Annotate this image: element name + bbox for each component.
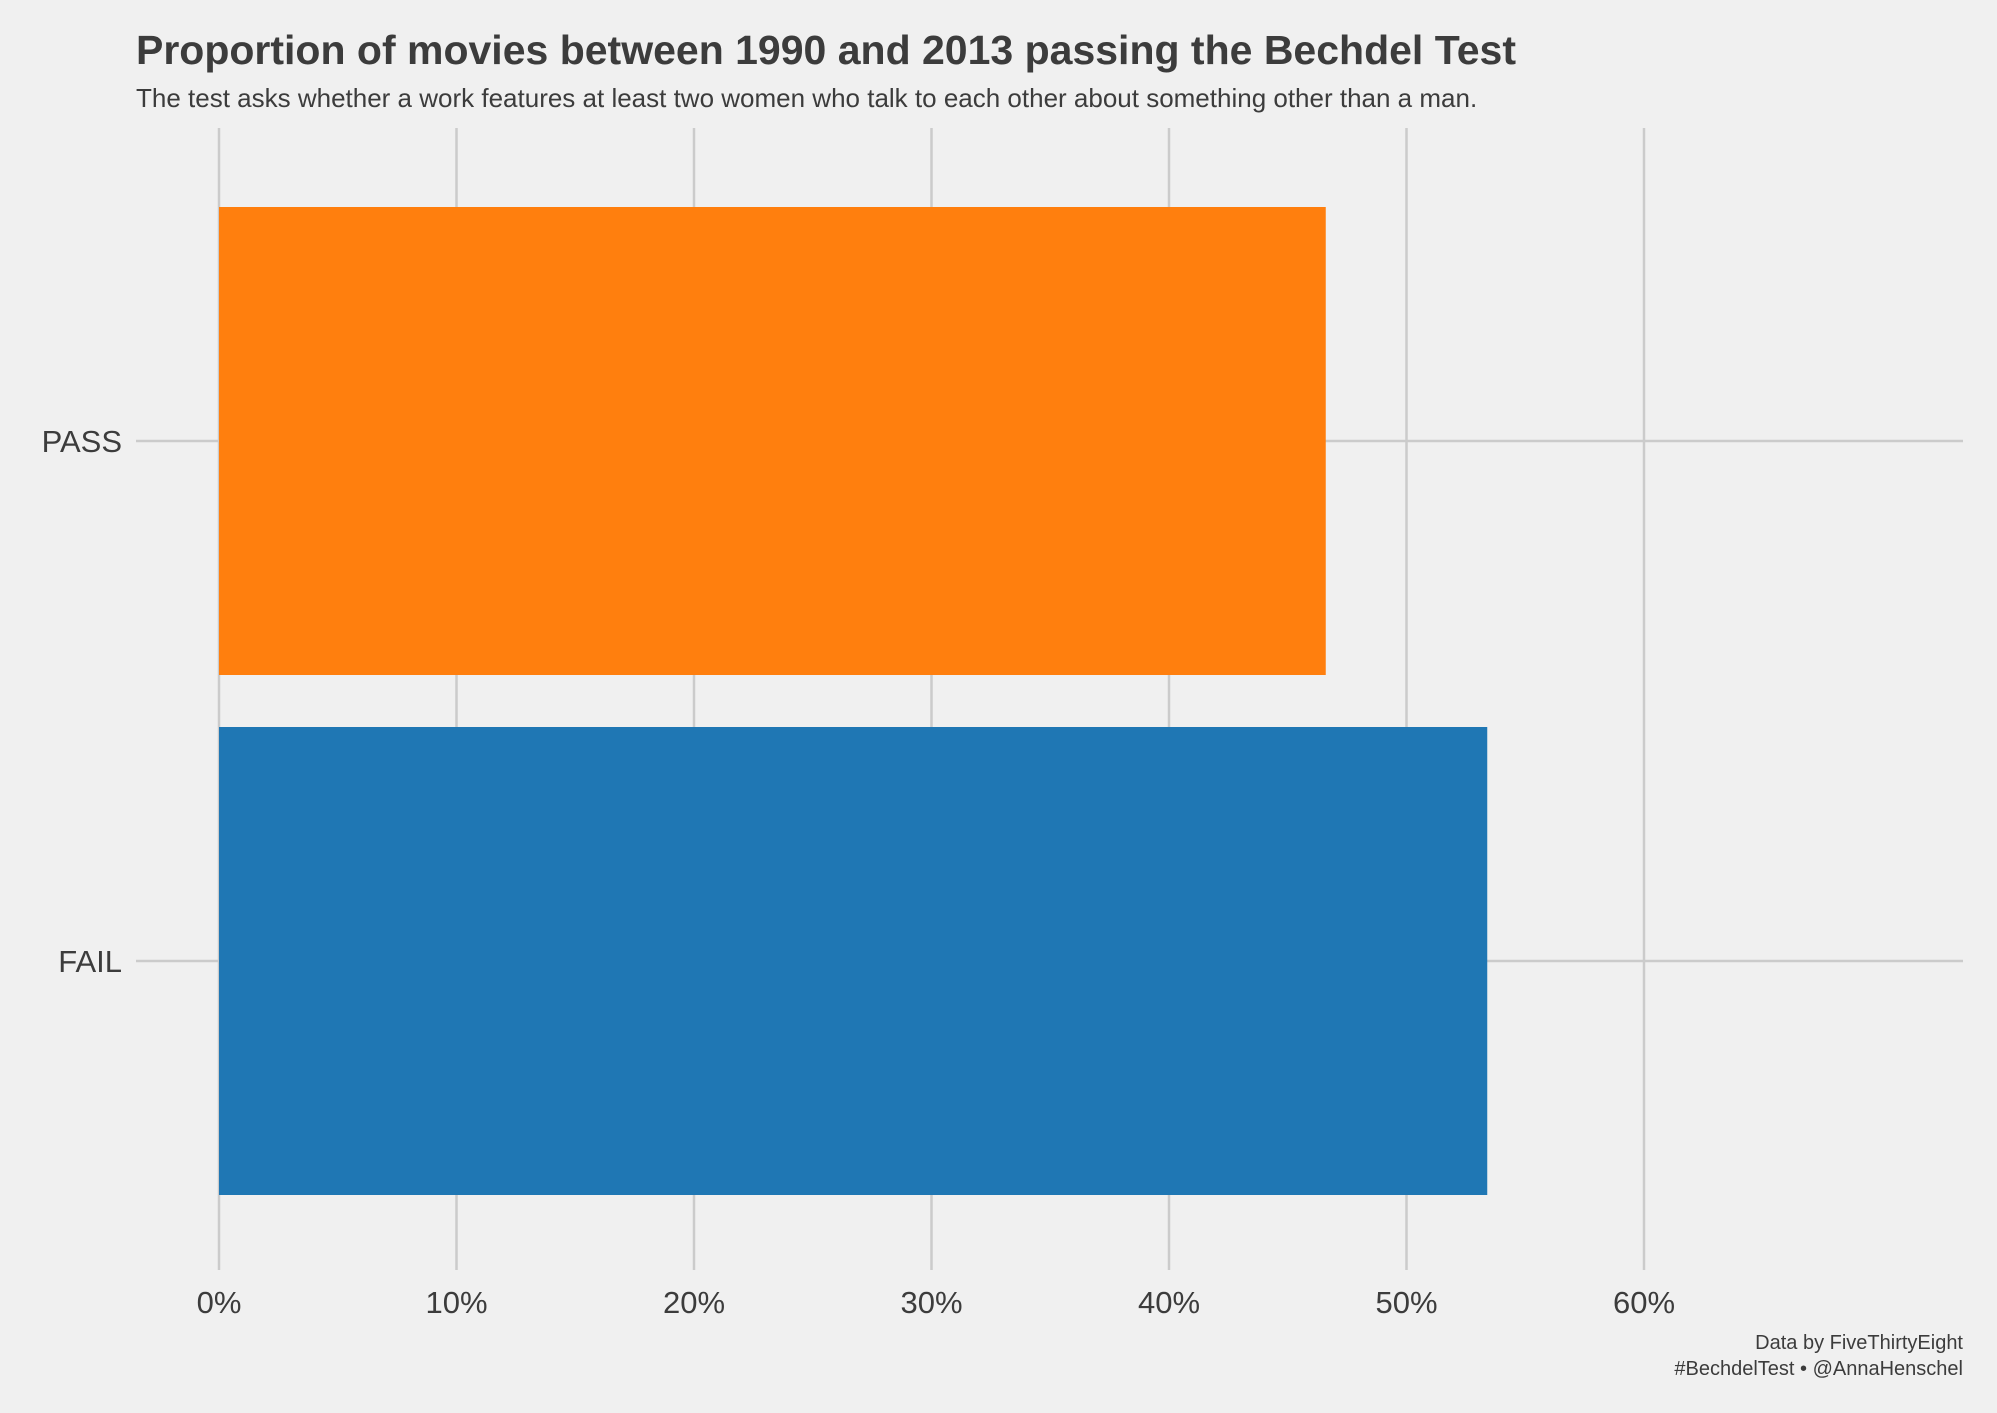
y-tick-label-fail: FAIL — [58, 944, 122, 979]
y-tick-labels: PASS FAIL — [42, 424, 122, 979]
x-tick-label: 30% — [900, 1285, 962, 1320]
x-tick-label: 0% — [197, 1285, 242, 1320]
x-tick-label: 20% — [663, 1285, 725, 1320]
credit-line-2: #BechdelTest • @AnnaHenschel — [1674, 1358, 1963, 1380]
bars — [219, 207, 1488, 1195]
x-tick-label: 50% — [1375, 1285, 1437, 1320]
chart-title: Proportion of movies between 1990 and 20… — [136, 27, 1516, 73]
bar-fail — [219, 727, 1488, 1195]
credit-line-1: Data by FiveThirtyEight — [1755, 1332, 1963, 1354]
x-tick-label: 60% — [1613, 1285, 1675, 1320]
x-tick-label: 40% — [1138, 1285, 1200, 1320]
x-tick-labels: 0% 10% 20% 30% 40% 50% 60% — [197, 1285, 1675, 1320]
y-tick-label-pass: PASS — [42, 424, 122, 459]
bar-pass — [219, 207, 1326, 675]
x-tick-label: 10% — [425, 1285, 487, 1320]
chart-subtitle: The test asks whether a work features at… — [136, 83, 1477, 113]
